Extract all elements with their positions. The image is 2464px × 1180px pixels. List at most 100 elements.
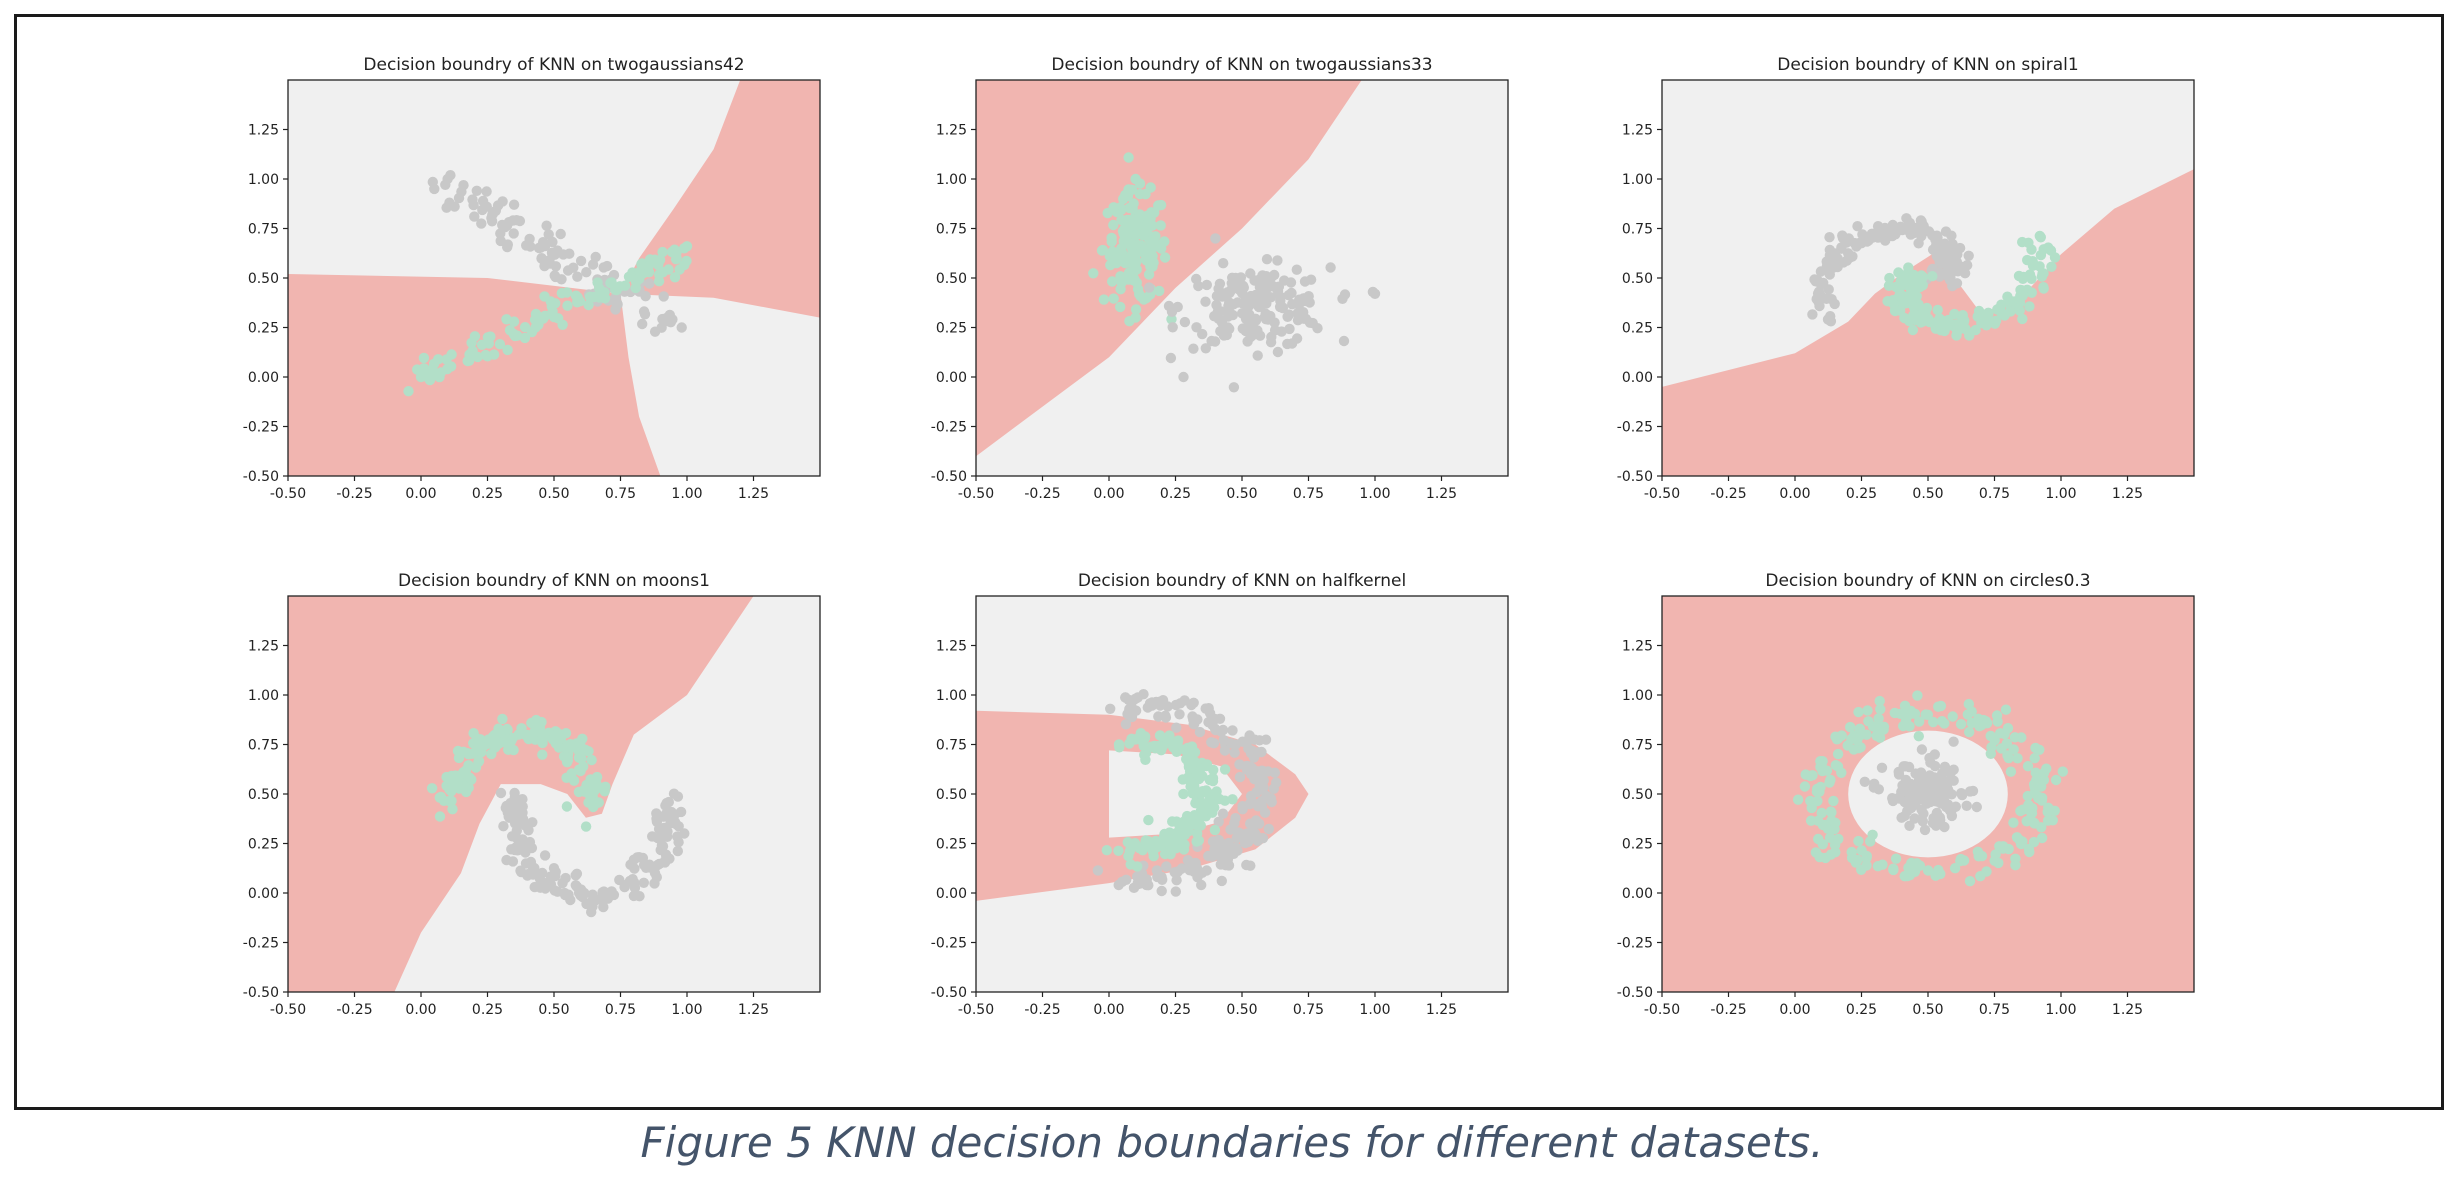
data-point [2017, 313, 2028, 325]
data-point [1160, 712, 1172, 723]
data-point [1898, 720, 1909, 732]
y-tick-label: 1.00 [248, 688, 279, 704]
data-point [2025, 813, 2036, 825]
data-point [1897, 296, 1908, 307]
data-point [508, 199, 520, 210]
data-point [1122, 708, 1133, 720]
data-point [1813, 291, 1825, 302]
data-point [2036, 832, 2048, 844]
data-point [555, 228, 566, 240]
data-point [1201, 279, 1213, 291]
data-point [2008, 817, 2019, 828]
y-tick-label: 1.00 [248, 172, 279, 188]
data-point [2013, 270, 2025, 282]
data-point [1237, 804, 1248, 815]
data-point [1817, 839, 1829, 850]
data-point [1904, 217, 1916, 229]
x-tick-label: 0.75 [1979, 1002, 2010, 1018]
data-point [1188, 343, 1199, 354]
data-point [1807, 309, 1818, 320]
data-point [1230, 275, 1242, 287]
data-point [669, 272, 681, 283]
data-point [562, 752, 573, 763]
data-point [1912, 690, 1923, 701]
data-point [1229, 747, 1240, 758]
data-point [573, 786, 585, 798]
data-point [1225, 824, 1236, 835]
data-point [1265, 793, 1277, 804]
y-tick-label: 1.25 [1622, 639, 1653, 655]
data-point [594, 893, 606, 905]
data-point [2009, 732, 2021, 743]
data-point [1283, 309, 1295, 320]
data-point [1201, 865, 1212, 876]
data-point [1120, 719, 1132, 730]
data-point [1932, 250, 1944, 262]
data-point [539, 730, 550, 741]
data-point [1282, 338, 1293, 350]
data-point [671, 247, 682, 259]
data-point [415, 371, 427, 383]
data-point [1115, 284, 1126, 295]
data-point [526, 326, 538, 338]
data-point [561, 287, 573, 298]
data-point [556, 274, 567, 285]
x-tick-label: 0.25 [1846, 486, 1877, 502]
data-point [1223, 860, 1235, 871]
data-point [1106, 232, 1117, 244]
data-point [1836, 730, 1847, 741]
data-point [1872, 228, 1883, 239]
data-point [2010, 860, 2021, 871]
data-point [1824, 232, 1835, 243]
data-point [1260, 314, 1272, 325]
data-point [1218, 258, 1229, 269]
data-point [1292, 315, 1304, 326]
data-point [506, 844, 517, 855]
data-point [1963, 250, 1974, 261]
data-point [512, 833, 523, 844]
data-point [1234, 759, 1245, 770]
data-point [1134, 211, 1145, 223]
data-point [1800, 769, 1811, 780]
data-point [583, 299, 594, 311]
data-point [1369, 288, 1381, 299]
data-point [1132, 221, 1143, 232]
data-point [1825, 774, 1836, 786]
data-point [1219, 745, 1231, 756]
data-point [630, 282, 641, 294]
x-tick-label: 0.25 [472, 1002, 503, 1018]
chart-panel-twogaussians42: Decision boundry of KNN on twogaussians4… [243, 55, 821, 502]
data-point [1246, 796, 1257, 807]
data-point [1168, 839, 1179, 850]
data-point [591, 778, 602, 789]
data-point [1252, 298, 1264, 309]
data-point [1852, 221, 1863, 232]
y-tick-label: 1.25 [936, 123, 967, 139]
data-point [1124, 846, 1136, 857]
data-point [481, 186, 492, 197]
y-tick-label: 0.50 [936, 271, 967, 287]
data-point [1867, 721, 1879, 732]
data-point [1940, 226, 1952, 237]
data-point [1914, 860, 1926, 871]
data-point [1170, 886, 1182, 897]
y-tick-label: 0.25 [248, 321, 279, 337]
data-point [1177, 774, 1189, 785]
data-point [1852, 734, 1863, 746]
data-point [429, 183, 440, 195]
data-point [2005, 306, 2016, 317]
data-point [581, 267, 592, 278]
chart-panel-moons1: Decision boundry of KNN on moons1-0.50 -0… [243, 571, 821, 1018]
x-tick-label: -0.25 [336, 486, 372, 502]
data-point [1234, 284, 1245, 295]
data-point [672, 845, 683, 857]
data-point [570, 870, 581, 881]
x-tick-label: 0.00 [1779, 486, 1810, 502]
data-point [1836, 767, 1847, 778]
series-class-0 [495, 787, 690, 918]
data-point [497, 196, 508, 207]
x-tick-label: 0.75 [1979, 486, 2010, 502]
data-point [1896, 812, 1907, 823]
data-point [1947, 711, 1958, 722]
data-point [1171, 875, 1182, 886]
